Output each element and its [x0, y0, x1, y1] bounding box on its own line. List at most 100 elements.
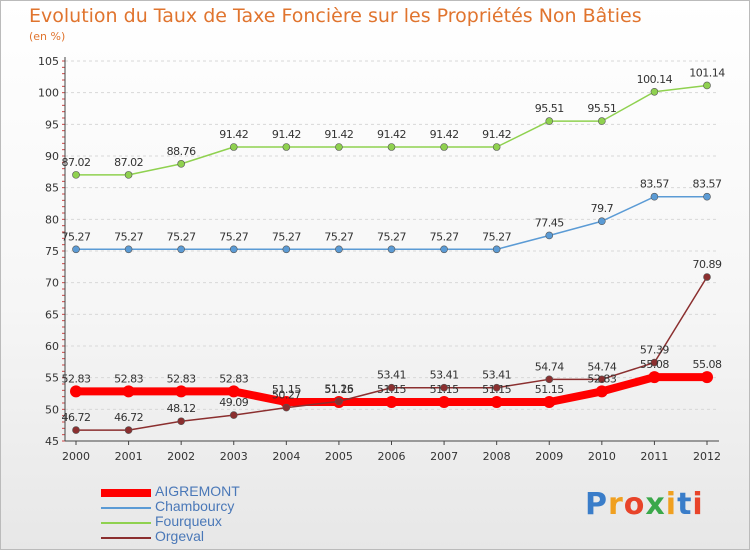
- data-label-aigremont: 55.08: [693, 358, 722, 371]
- y-tick-label: 50: [45, 403, 59, 416]
- data-label-aigremont: 52.83: [114, 372, 143, 385]
- chart-title: Evolution du Taux de Taxe Foncière sur l…: [29, 5, 642, 27]
- data-point-aigremont: [175, 385, 188, 398]
- chart-unit: (en %): [29, 30, 66, 43]
- data-point-fourqueux: [335, 143, 343, 151]
- proxiti-logo: Proxiti: [585, 487, 704, 522]
- data-label-chambourcy: 75.27: [482, 230, 511, 243]
- data-point-chambourcy: [124, 245, 133, 254]
- data-label-chambourcy: 75.27: [62, 230, 91, 243]
- data-point-fourqueux: [492, 143, 501, 151]
- data-label-aigremont: 52.83: [62, 372, 91, 385]
- data-label-orgeval: 50.27: [272, 389, 301, 402]
- data-point-chambourcy: [335, 245, 343, 254]
- data-label-orgeval: 46.72: [114, 411, 143, 424]
- data-label-aigremont: 51.15: [482, 383, 511, 396]
- data-label-fourqueux: 101.14: [689, 66, 725, 79]
- y-tick-label: 85: [45, 182, 59, 195]
- data-point-orgeval: [387, 383, 396, 392]
- data-point-orgeval: [440, 383, 448, 392]
- data-label-aigremont: 51.15: [377, 383, 406, 396]
- data-label-orgeval: 48.12: [167, 402, 196, 415]
- y-tick-label: 90: [45, 150, 59, 163]
- legend: AIGREMONT Chambourcy Fourqueux Orgeval: [101, 483, 341, 544]
- data-point-chambourcy: [282, 245, 291, 254]
- data-point-chambourcy: [177, 245, 185, 254]
- data-label-aigremont: 55.08: [640, 358, 669, 371]
- data-label-aigremont: 52.83: [219, 372, 248, 385]
- y-tick-label: 105: [38, 55, 59, 68]
- x-tick-label: 2005: [325, 450, 353, 463]
- data-point-orgeval: [229, 411, 238, 419]
- data-label-fourqueux: 91.42: [219, 128, 248, 141]
- legend-label-orgeval: Orgeval: [155, 528, 205, 544]
- x-tick-label: 2000: [62, 450, 90, 463]
- y-tick-label: 80: [45, 213, 59, 226]
- data-point-aigremont: [701, 371, 713, 384]
- data-point-chambourcy: [72, 245, 80, 254]
- data-label-chambourcy: 75.27: [324, 230, 353, 243]
- data-label-aigremont: 51.15: [535, 383, 564, 396]
- logo-letter: x: [645, 487, 666, 522]
- data-label-fourqueux: 95.51: [587, 102, 616, 115]
- data-point-fourqueux: [177, 160, 185, 168]
- legend-item-fourqueux: Fourqueux: [101, 513, 341, 529]
- x-tick-label: 2004: [272, 450, 300, 463]
- data-point-fourqueux: [72, 171, 80, 179]
- legend-swatch-chambourcy: [101, 507, 151, 509]
- logo-letter: i: [692, 487, 704, 522]
- y-tick-label: 75: [45, 245, 59, 258]
- data-label-chambourcy: 77.45: [535, 216, 564, 229]
- data-point-aigremont: [438, 396, 451, 409]
- data-point-orgeval: [72, 426, 80, 434]
- legend-label-aigremont: AIGREMONT: [155, 483, 240, 499]
- data-point-chambourcy: [650, 192, 659, 201]
- data-label-chambourcy: 75.27: [430, 230, 459, 243]
- data-point-orgeval: [282, 403, 291, 412]
- x-tick-label: 2006: [378, 450, 406, 463]
- y-tick-label: 95: [45, 118, 59, 131]
- data-label-fourqueux: 87.02: [114, 156, 143, 169]
- data-label-fourqueux: 91.42: [482, 128, 511, 141]
- data-point-orgeval: [650, 358, 659, 367]
- x-tick-label: 2008: [483, 450, 511, 463]
- data-point-fourqueux: [124, 171, 133, 179]
- legend-label-chambourcy: Chambourcy: [155, 498, 235, 514]
- x-tick-label: 2010: [588, 450, 616, 463]
- logo-letter: r: [608, 487, 624, 522]
- data-label-chambourcy: 83.57: [693, 178, 722, 191]
- data-label-aigremont: 51.15: [272, 383, 301, 396]
- legend-swatch-aigremont: [101, 489, 151, 497]
- axis-layer: 45 50 55 60 65 70 75 80 85 90 95 100 105 2000 2001 2002…: [38, 55, 721, 463]
- y-tick-label: 45: [45, 435, 59, 448]
- legend-swatch-orgeval: [101, 537, 151, 539]
- data-label-fourqueux: 87.02: [62, 156, 91, 169]
- series-layer: [70, 81, 713, 434]
- data-point-aigremont: [227, 385, 240, 398]
- data-label-orgeval: 54.74: [535, 360, 564, 373]
- data-point-orgeval: [177, 417, 185, 426]
- data-label-fourqueux: 91.42: [324, 128, 353, 141]
- data-point-aigremont: [70, 385, 82, 398]
- data-point-orgeval: [545, 375, 554, 384]
- data-label-orgeval: 46.72: [62, 411, 91, 424]
- logo-letter: P: [585, 487, 608, 522]
- data-point-aigremont: [122, 385, 135, 398]
- data-label-fourqueux: 88.76: [167, 145, 196, 158]
- legend-swatch-fourqueux: [101, 522, 151, 524]
- x-tick-label: 2003: [220, 450, 248, 463]
- x-tick-label: 2011: [640, 450, 668, 463]
- logo-letter: o: [623, 487, 646, 522]
- data-point-aigremont: [490, 396, 503, 409]
- data-point-fourqueux: [282, 143, 291, 151]
- data-point-orgeval: [492, 383, 501, 392]
- logo-letter: i: [665, 487, 678, 522]
- legend-label-fourqueux: Fourqueux: [155, 513, 222, 529]
- y-tick-label: 70: [45, 277, 59, 290]
- data-point-fourqueux: [229, 143, 238, 151]
- data-label-fourqueux: 91.42: [430, 128, 459, 141]
- data-label-fourqueux: 95.51: [535, 102, 564, 115]
- data-label-orgeval: 53.41: [430, 369, 459, 382]
